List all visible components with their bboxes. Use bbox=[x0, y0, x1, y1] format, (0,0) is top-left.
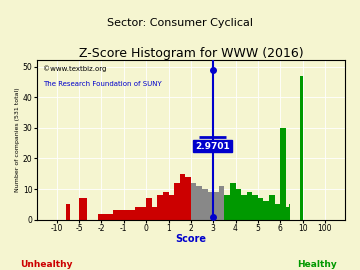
Bar bbox=[191, 183, 197, 220]
Bar bbox=[180, 174, 185, 220]
Text: The Research Foundation of SUNY: The Research Foundation of SUNY bbox=[43, 81, 162, 87]
X-axis label: Score: Score bbox=[175, 234, 206, 244]
Bar bbox=[146, 198, 152, 220]
Bar bbox=[213, 192, 219, 220]
Bar bbox=[241, 195, 247, 220]
Bar bbox=[113, 210, 124, 220]
Bar bbox=[230, 183, 235, 220]
Bar bbox=[197, 186, 202, 220]
Text: 2.9701: 2.9701 bbox=[195, 141, 230, 151]
Bar bbox=[152, 207, 157, 220]
Bar bbox=[275, 204, 280, 220]
Text: Sector: Consumer Cyclical: Sector: Consumer Cyclical bbox=[107, 18, 253, 28]
Bar bbox=[98, 214, 102, 220]
Bar bbox=[168, 195, 174, 220]
Bar bbox=[163, 192, 168, 220]
Text: Unhealthy: Unhealthy bbox=[21, 260, 73, 269]
Bar bbox=[235, 189, 241, 220]
Bar bbox=[202, 189, 208, 220]
Bar bbox=[174, 183, 180, 220]
Bar bbox=[124, 210, 135, 220]
Bar bbox=[219, 186, 224, 220]
Bar bbox=[135, 207, 146, 220]
Bar bbox=[286, 207, 287, 220]
Bar bbox=[102, 214, 113, 220]
Bar bbox=[300, 76, 303, 220]
Bar bbox=[287, 207, 289, 220]
Bar bbox=[269, 195, 275, 220]
Bar bbox=[264, 201, 269, 220]
Text: Healthy: Healthy bbox=[297, 260, 337, 269]
Bar bbox=[157, 195, 163, 220]
Bar bbox=[185, 177, 191, 220]
Bar bbox=[258, 198, 264, 220]
Bar bbox=[247, 192, 252, 220]
Bar bbox=[224, 195, 230, 220]
Bar bbox=[289, 204, 290, 220]
Y-axis label: Number of companies (531 total): Number of companies (531 total) bbox=[15, 88, 20, 192]
Bar bbox=[280, 128, 286, 220]
Bar bbox=[79, 198, 87, 220]
Bar bbox=[208, 192, 213, 220]
Title: Z-Score Histogram for WWW (2016): Z-Score Histogram for WWW (2016) bbox=[78, 48, 303, 60]
Text: ©www.textbiz.org: ©www.textbiz.org bbox=[43, 65, 106, 72]
Bar bbox=[252, 195, 258, 220]
Bar bbox=[66, 204, 70, 220]
